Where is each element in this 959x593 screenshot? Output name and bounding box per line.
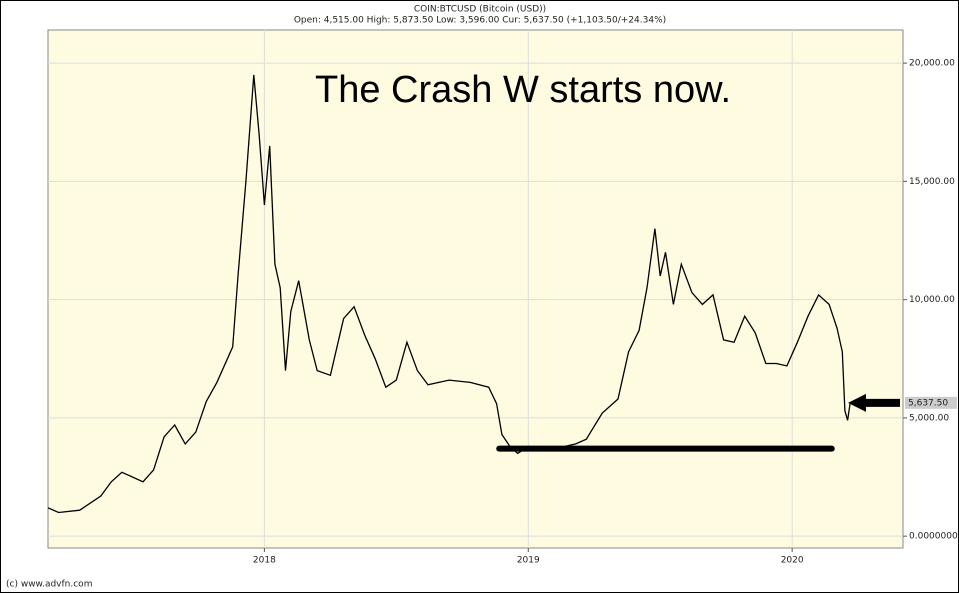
y-tick-label: 5,000.00 xyxy=(909,413,949,423)
chart-subtitle: Open: 4,515.00 High: 5,873.50 Low: 3,596… xyxy=(294,16,666,26)
plot-area xyxy=(47,29,904,549)
x-tick-label: 2019 xyxy=(517,556,540,566)
current-label-box xyxy=(905,396,957,409)
chart-title: COIN:BTCUSD (Bitcoin (USD)) xyxy=(414,5,546,15)
y-tick-label: 10,000.00 xyxy=(909,295,955,305)
y-tick-label: 15,000.00 xyxy=(909,177,955,187)
y-tick-label: 20,000.00 xyxy=(909,59,955,69)
y-tick-label: 0.0000000 xyxy=(909,532,958,542)
x-tick-label: 2018 xyxy=(253,556,276,566)
x-tick-label: 2020 xyxy=(781,556,804,566)
price-line xyxy=(47,74,851,514)
current-arrow xyxy=(848,393,900,412)
footer: (c) www.advfn.com xyxy=(6,580,92,590)
current-label: 5,637.50 xyxy=(908,398,948,408)
annotation: The Crash W starts now. xyxy=(315,69,731,111)
